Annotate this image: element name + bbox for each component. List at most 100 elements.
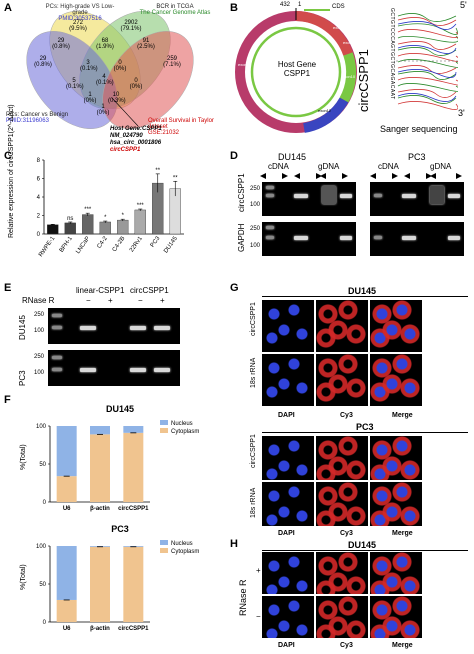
chart-f-legend-swatch xyxy=(160,540,168,545)
fish-merge-image xyxy=(370,596,422,638)
chart-c-ylabel: Relative expression of circCSPP1(2^-ΔΔct… xyxy=(8,104,15,238)
panel-label-f: F xyxy=(4,394,11,406)
gel-e-du145: DU145 xyxy=(18,315,27,340)
chart-f-ytick-label: 100 xyxy=(36,544,47,550)
chart-f-xtick-label: β-actin xyxy=(90,626,110,632)
chart-f-ytick-label: 0 xyxy=(43,500,47,506)
venn-count: 0 (0%) xyxy=(129,78,143,90)
fish-col-cy3: Cy3 xyxy=(340,412,353,419)
venn-count: 2902 (79.1%) xyxy=(120,20,142,32)
chart-f-xtick-label: U6 xyxy=(63,506,71,512)
chart-c-bar xyxy=(64,222,76,235)
fish-dapi-image xyxy=(262,482,314,526)
sanger-caption: Sanger sequencing xyxy=(380,124,458,134)
venn-diagram xyxy=(26,11,194,129)
fish-row-circ: circCSPP1 xyxy=(250,302,257,336)
gel-e-linear: linear-CSPP1 xyxy=(76,286,125,295)
fish-dapi-image xyxy=(262,552,314,594)
circ-exon10-arc xyxy=(339,52,357,103)
chart-c-bar xyxy=(134,209,146,235)
gel-e-du145 xyxy=(48,308,180,344)
chart-c-sig-label: *** xyxy=(137,203,145,209)
chart-f-legend-label: Nucleus xyxy=(171,541,193,547)
chart-f-xtick-label: β-actin xyxy=(90,506,110,512)
fish-cy3-image xyxy=(316,300,368,352)
chart-f-xtick-label: circCSPP1 xyxy=(118,626,149,632)
chart-f-bar-cytoplasm xyxy=(56,599,77,622)
panel-label-a: A xyxy=(4,2,12,14)
gel-e-rnase: RNase R xyxy=(22,296,55,305)
chart-c-xtick-label: 22Rv1 xyxy=(129,235,144,253)
venn-annotation-line xyxy=(111,97,139,127)
fish-h-minus: − xyxy=(256,612,261,621)
marker-250: 250 xyxy=(34,312,45,318)
fish-col-merge: Merge xyxy=(392,642,413,649)
fish-col-dapi: DAPI xyxy=(278,530,295,537)
fish-col-dapi: DAPI xyxy=(278,412,295,419)
chart-f-bar-nucleus xyxy=(90,426,110,435)
chart-c-bar xyxy=(47,224,59,235)
chart-f-xtick-label: U6 xyxy=(63,626,71,632)
gel-d-gdna-1: gDNA xyxy=(318,162,340,171)
fish-cy3-image xyxy=(316,436,368,480)
circ-diagram xyxy=(235,8,357,133)
gel-e-circ: circCSPP1 xyxy=(130,286,169,295)
chart-f-bar-cytoplasm xyxy=(123,546,144,622)
chart-c-xtick-label: C4-2 xyxy=(97,235,110,250)
venn-count: 68 (1.9%) xyxy=(96,38,114,50)
fish-h-plus: + xyxy=(256,566,261,575)
gel-d-pc3: PC3 xyxy=(408,152,426,162)
chart-c-sig-label: ns xyxy=(67,216,73,222)
chart-f-xtick-label: circCSPP1 xyxy=(118,506,149,512)
exon-label: exon8 xyxy=(333,25,344,30)
fish-row-circ: circCSPP1 xyxy=(250,434,257,468)
chart-f2: 0 50 100 U6 β-actin circCSPP1 Nucleus Cytoplasm xyxy=(36,540,199,632)
fish-dapi-image xyxy=(262,354,314,406)
venn-count: 3 (0.1%) xyxy=(80,60,98,72)
exon-label: exon10 xyxy=(342,74,356,79)
gel-d-du145: DU145 xyxy=(278,152,307,162)
fish-col-cy3: Cy3 xyxy=(340,642,353,649)
chart-f-ytick-label: 100 xyxy=(36,424,47,430)
fish-h-rnase: RNase R xyxy=(238,579,248,616)
chart-f-bar-cytoplasm xyxy=(123,432,144,502)
venn-count: 259 (7.1%) xyxy=(163,56,181,68)
venn-count: 29 (0.8%) xyxy=(34,56,52,68)
chart-f-legend-label: Nucleus xyxy=(171,421,193,427)
fish-dapi-image xyxy=(262,596,314,638)
chart-f-legend-swatch xyxy=(160,428,168,433)
chart-f-bar-nucleus xyxy=(123,426,144,433)
chart-c-plot: 02468RWPE-1nsBPH-1***LNCaP*C4-2*C4-2B***… xyxy=(37,158,184,258)
chart-c-sig-label: ** xyxy=(155,168,160,174)
chart-f-ytick-label: 50 xyxy=(39,462,46,468)
chart-c-ytick-label: 0 xyxy=(37,232,41,238)
fish-cy3-image xyxy=(316,482,368,526)
fish-row-18s: 18s rRNA xyxy=(250,357,257,388)
panel-label-g: G xyxy=(230,282,239,294)
venn-set-4-label: Overall Survival in Taylor dataset GSE:21… xyxy=(148,118,214,136)
marker-250: 250 xyxy=(250,186,261,192)
chart-c-ytick-label: 2 xyxy=(37,214,41,220)
gel-e-pc3: PC3 xyxy=(18,370,27,386)
chart-c-ytick-label: 4 xyxy=(37,195,41,201)
circ-exon9-arc xyxy=(295,11,353,56)
chart-c-xtick-label: PC3 xyxy=(150,235,162,249)
panel-label-h: H xyxy=(230,538,238,550)
exon-label: exon9 xyxy=(343,40,354,45)
chart-c-xtick-label: LNCaP xyxy=(75,236,91,255)
gel-d-row2-label: GAPDH xyxy=(237,223,246,252)
chart-c-bar xyxy=(117,219,129,235)
chart-c: 02468RWPE-1nsBPH-1***LNCaP*C4-2*C4-2B***… xyxy=(37,158,184,258)
fish-col-dapi: DAPI xyxy=(278,642,295,649)
chart-f-ytick-label: 0 xyxy=(43,620,47,626)
gel-d-cdna-2: cDNA xyxy=(378,162,399,171)
chart-c-xtick-label: DU145 xyxy=(163,235,179,254)
venn-count: 1 (0%) xyxy=(83,92,97,104)
fish-g-du145: DU145 xyxy=(348,286,377,296)
venn-annotation: Host Gene:CSPP1 NM_024790 hsa_circ_0001806… xyxy=(110,126,162,153)
chart-f-legend-label: Cytoplasm xyxy=(171,549,199,555)
chart-f-bar-cytoplasm xyxy=(56,476,77,502)
fish-merge-image xyxy=(370,300,422,352)
chart-c-bar xyxy=(82,214,94,235)
chart-f-legend-swatch xyxy=(160,548,168,553)
